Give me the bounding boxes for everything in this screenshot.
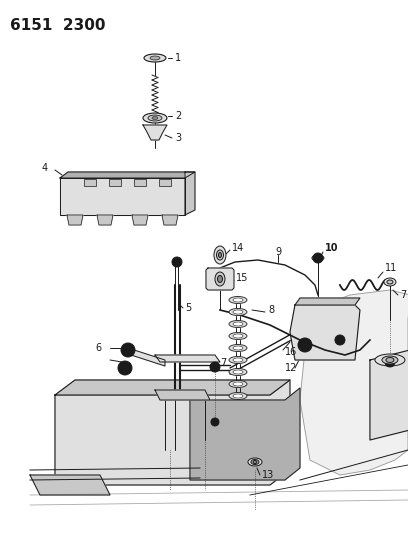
Circle shape <box>313 253 323 263</box>
Text: 9: 9 <box>275 247 281 257</box>
Circle shape <box>335 335 345 345</box>
Ellipse shape <box>233 394 243 398</box>
Polygon shape <box>67 215 83 225</box>
Ellipse shape <box>143 113 167 123</box>
Ellipse shape <box>229 296 247 303</box>
Ellipse shape <box>229 333 247 340</box>
Text: 11: 11 <box>385 263 397 273</box>
Text: 14: 14 <box>232 243 244 253</box>
Ellipse shape <box>229 357 247 364</box>
Ellipse shape <box>215 272 225 286</box>
Polygon shape <box>162 215 178 225</box>
Polygon shape <box>370 350 408 440</box>
Text: 6151  2300: 6151 2300 <box>10 18 106 33</box>
Ellipse shape <box>229 381 247 387</box>
Ellipse shape <box>251 459 259 464</box>
Polygon shape <box>206 268 234 290</box>
Ellipse shape <box>387 280 393 284</box>
Ellipse shape <box>148 115 162 121</box>
Text: 8: 8 <box>268 305 274 315</box>
Ellipse shape <box>233 310 243 314</box>
Ellipse shape <box>217 276 222 282</box>
Text: 7: 7 <box>220 358 226 368</box>
Circle shape <box>337 337 343 343</box>
Ellipse shape <box>229 320 247 327</box>
Ellipse shape <box>233 334 243 338</box>
Circle shape <box>210 362 220 372</box>
Polygon shape <box>300 290 408 475</box>
Polygon shape <box>60 172 195 178</box>
Polygon shape <box>155 355 220 362</box>
Circle shape <box>385 357 395 367</box>
Text: 4: 4 <box>42 163 48 173</box>
Polygon shape <box>290 305 360 360</box>
Ellipse shape <box>233 382 243 386</box>
Ellipse shape <box>229 309 247 316</box>
Polygon shape <box>155 390 210 400</box>
Polygon shape <box>190 388 300 480</box>
Ellipse shape <box>386 358 394 362</box>
Ellipse shape <box>150 56 160 60</box>
Polygon shape <box>55 380 290 395</box>
Ellipse shape <box>144 54 166 62</box>
Bar <box>84 179 96 186</box>
Circle shape <box>172 257 182 267</box>
Circle shape <box>298 338 312 352</box>
Ellipse shape <box>229 368 247 376</box>
Ellipse shape <box>248 458 262 466</box>
Ellipse shape <box>233 358 243 362</box>
Bar <box>134 179 146 186</box>
Polygon shape <box>55 380 290 485</box>
Ellipse shape <box>312 255 324 261</box>
Polygon shape <box>128 348 165 366</box>
Text: 6: 6 <box>95 343 101 353</box>
Bar <box>109 179 121 186</box>
Polygon shape <box>132 215 148 225</box>
Circle shape <box>118 361 132 375</box>
Ellipse shape <box>218 253 222 257</box>
Circle shape <box>211 418 219 426</box>
Ellipse shape <box>233 370 243 374</box>
Ellipse shape <box>382 356 398 364</box>
Text: 15: 15 <box>236 273 248 283</box>
Text: 1: 1 <box>175 53 181 63</box>
Text: 7: 7 <box>400 290 406 300</box>
Ellipse shape <box>152 117 158 119</box>
Ellipse shape <box>229 344 247 351</box>
Polygon shape <box>185 172 195 215</box>
Text: 2: 2 <box>175 111 181 121</box>
Ellipse shape <box>233 298 243 302</box>
Polygon shape <box>295 298 360 305</box>
Text: 3: 3 <box>175 133 181 143</box>
Ellipse shape <box>253 461 257 464</box>
Text: 16: 16 <box>285 347 297 357</box>
Polygon shape <box>60 178 185 215</box>
Ellipse shape <box>375 354 405 366</box>
Text: 12: 12 <box>285 363 297 373</box>
Ellipse shape <box>233 346 243 350</box>
Ellipse shape <box>233 322 243 326</box>
Text: 10: 10 <box>325 243 339 253</box>
Circle shape <box>301 341 309 349</box>
Ellipse shape <box>229 392 247 400</box>
Ellipse shape <box>214 246 226 264</box>
Text: 5: 5 <box>185 303 191 313</box>
Ellipse shape <box>384 278 396 286</box>
Circle shape <box>121 343 135 357</box>
Text: 13: 13 <box>262 470 274 480</box>
Polygon shape <box>97 215 113 225</box>
Polygon shape <box>143 125 167 140</box>
Polygon shape <box>30 475 110 495</box>
Bar <box>159 179 171 186</box>
Ellipse shape <box>217 250 224 260</box>
